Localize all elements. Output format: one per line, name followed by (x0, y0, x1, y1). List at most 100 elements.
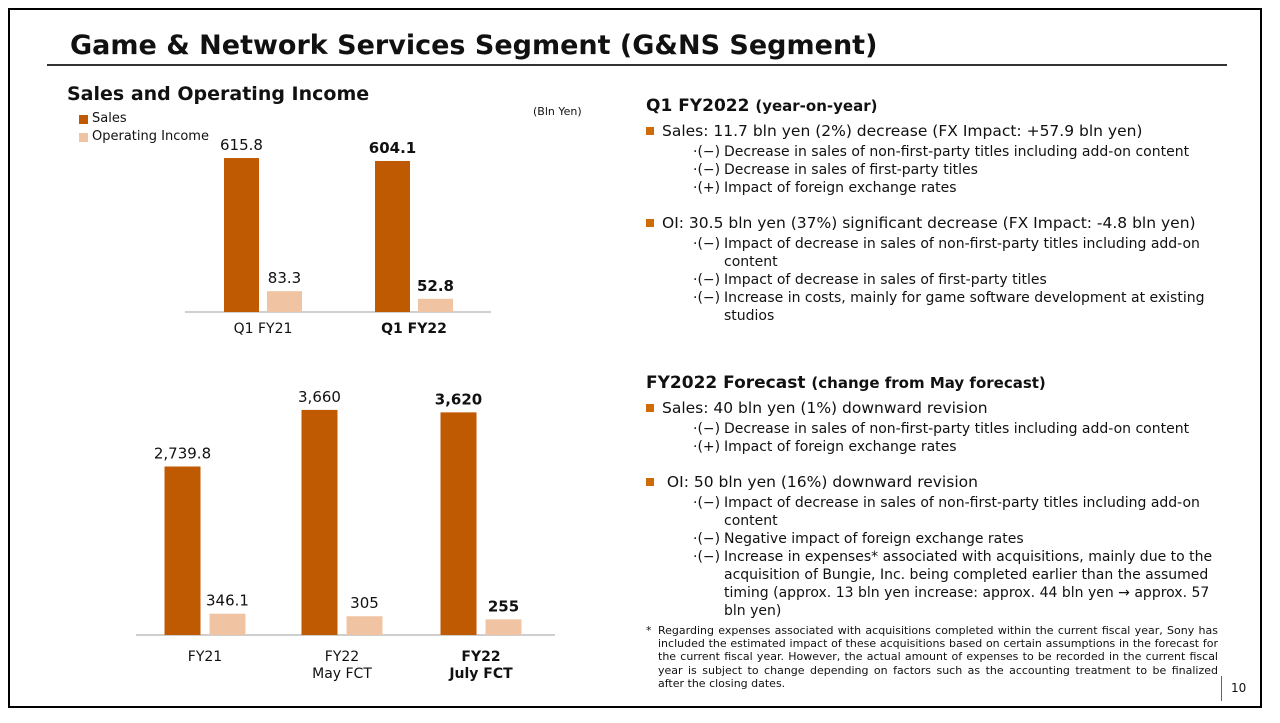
square-bullet-icon (646, 127, 654, 135)
chart-legend: Sales Operating Income (79, 110, 209, 146)
category-label-2-1: FY21 (188, 649, 222, 665)
bar-operating-income-2-1 (209, 613, 246, 635)
item-mark: ·(−) (693, 272, 721, 288)
q1-section: Q1 FY2022 (year-on-year) Sales: 11.7 bln… (646, 96, 1223, 325)
bar-operating-income-2-3 (485, 619, 522, 635)
q1-sales-text: Sales: 11.7 bln yen (2%) decrease (FX Im… (662, 122, 1143, 140)
bar-operating-income-1-2 (418, 298, 453, 312)
item-text: Impact of decrease in sales of non-first… (724, 495, 1200, 529)
item-mark: ·(−) (693, 144, 721, 160)
item-mark: ·(+) (693, 439, 721, 455)
item-text: Decrease in sales of non-first-party tit… (724, 144, 1190, 160)
item-text: Decrease in sales of first-party titles (724, 162, 978, 178)
bar-operating-income-1-1 (267, 291, 302, 312)
q1-sales-line: Sales: 11.7 bln yen (2%) decrease (FX Im… (646, 121, 1223, 141)
forecast-oi-text: OI: 50 bln yen (16%) downward revision (662, 473, 978, 491)
q1-sales-item: ·(+) Impact of foreign exchange rates (646, 179, 1223, 197)
square-bullet-icon (646, 478, 654, 486)
q1-oi-line: OI: 30.5 bln yen (37%) significant decre… (646, 213, 1223, 233)
page-number: 10 (1231, 681, 1247, 695)
item-text: Impact of foreign exchange rates (724, 180, 957, 196)
category-label-2-2: FY22 (325, 649, 359, 665)
forecast-oi-line: OI: 50 bln yen (16%) downward revision (646, 472, 1223, 492)
bar-sales-2-3 (440, 412, 477, 635)
legend-item-sales: Sales (79, 110, 209, 128)
item-mark: ·(−) (693, 290, 721, 306)
q1-heading-text: Q1 FY2022 (646, 96, 750, 116)
q1-sales-items: ·(−) Decrease in sales of non-first-party… (646, 143, 1223, 197)
category-label-2-3: FY22 (461, 649, 500, 665)
footnote: * Regarding expenses associated with acq… (646, 624, 1218, 690)
forecast-heading-text: FY2022 Forecast (646, 373, 806, 393)
data-label-operating-income-2-3: 255 (488, 597, 519, 615)
legend-label-sales: Sales (92, 111, 127, 126)
item-text: Impact of decrease in sales of first-par… (724, 272, 1047, 288)
item-mark: ·(−) (693, 236, 721, 252)
data-label-sales-2-3: 3,620 (435, 390, 482, 408)
forecast-oi-items: ·(−) Impact of decrease in sales of non-f… (646, 494, 1223, 620)
data-label-operating-income-1-1: 83.3 (268, 269, 301, 287)
legend-swatch-sales (79, 114, 88, 124)
data-label-operating-income-2-2: 305 (350, 594, 379, 612)
q1-oi-items: ·(−) Impact of decrease in sales of non-f… (646, 235, 1223, 325)
category-label-2-3: July FCT (448, 666, 513, 682)
forecast-sales-text: Sales: 40 bln yen (1%) downward revision (662, 399, 988, 417)
data-label-operating-income-1-2: 52.8 (417, 277, 454, 295)
data-label-sales-1-1: 615.8 (220, 136, 263, 154)
page-title: Game & Network Services Segment (G&NS Se… (70, 30, 878, 61)
bar-sales-1-1 (224, 158, 259, 312)
forecast-sales-item: ·(+) Impact of foreign exchange rates (646, 438, 1223, 456)
forecast-heading: FY2022 Forecast (change from May forecas… (646, 373, 1223, 393)
page-number-divider (1221, 676, 1222, 701)
forecast-oi-item: ·(−) Negative impact of foreign exchange … (646, 530, 1223, 548)
q1-heading: Q1 FY2022 (year-on-year) (646, 96, 1223, 116)
legend-label-oi: Operating Income (92, 129, 209, 144)
q1-heading-note: (year-on-year) (755, 97, 878, 115)
item-mark: ·(−) (693, 531, 721, 547)
item-mark: ·(−) (693, 162, 721, 178)
legend-item-oi: Operating Income (79, 128, 209, 146)
item-text: Increase in costs, mainly for game softw… (724, 290, 1205, 324)
forecast-oi-item: ·(−) Increase in expenses* associated wit… (646, 548, 1223, 620)
forecast-section: FY2022 Forecast (change from May forecas… (646, 373, 1223, 620)
item-text: Impact of decrease in sales of non-first… (724, 236, 1200, 270)
q1-oi-item: ·(−) Increase in costs, mainly for game s… (646, 289, 1223, 325)
q1-oi-item: ·(−) Impact of decrease in sales of non-f… (646, 235, 1223, 271)
forecast-sales-line: Sales: 40 bln yen (1%) downward revision (646, 398, 1223, 418)
category-label-1-2: Q1 FY22 (381, 321, 447, 337)
legend-swatch-oi (79, 132, 88, 142)
bar-sales-2-1 (164, 466, 201, 635)
footnote-text: Regarding expenses associated with acqui… (658, 624, 1218, 690)
data-label-sales-1-2: 604.1 (369, 139, 416, 157)
data-label-sales-2-1: 2,739.8 (154, 445, 211, 463)
q1-oi-text: OI: 30.5 bln yen (37%) significant decre… (662, 214, 1196, 232)
category-label-1-1: Q1 FY21 (234, 321, 293, 337)
footnote-star: * (646, 624, 652, 637)
item-text: Negative impact of foreign exchange rate… (724, 531, 1024, 547)
item-text: Decrease in sales of non-first-party tit… (724, 421, 1190, 437)
data-label-operating-income-2-1: 346.1 (206, 592, 249, 610)
bar-charts: 615.8 83.3 Q1 FY21 604.1 52.8 Q1 FY22 2,739.8 3… (136, 136, 555, 682)
forecast-heading-note: (change from May forecast) (811, 374, 1046, 392)
bar-sales-2-2 (301, 409, 338, 635)
data-label-sales-2-2: 3,660 (298, 388, 341, 406)
bar-sales-1-2 (375, 160, 410, 312)
square-bullet-icon (646, 404, 654, 412)
item-mark: ·(+) (693, 180, 721, 196)
slide-frame (8, 8, 1262, 708)
bar-operating-income-2-2 (346, 616, 383, 635)
chart-subtitle: Sales and Operating Income (67, 83, 370, 105)
item-text: Increase in expenses* associated with ac… (724, 549, 1213, 619)
item-mark: ·(−) (693, 549, 721, 565)
square-bullet-icon (646, 219, 654, 227)
q1-sales-item: ·(−) Decrease in sales of non-first-party… (646, 143, 1223, 161)
forecast-sales-item: ·(−) Decrease in sales of non-first-party… (646, 420, 1223, 438)
item-mark: ·(−) (693, 495, 721, 511)
units-label: (Bln Yen) (533, 105, 582, 118)
title-divider (47, 64, 1227, 66)
forecast-sales-items: ·(−) Decrease in sales of non-first-party… (646, 420, 1223, 456)
category-label-2-2: May FCT (312, 666, 372, 682)
q1-sales-item: ·(−) Decrease in sales of first-party tit… (646, 161, 1223, 179)
q1-oi-item: ·(−) Impact of decrease in sales of first… (646, 271, 1223, 289)
item-mark: ·(−) (693, 421, 721, 437)
